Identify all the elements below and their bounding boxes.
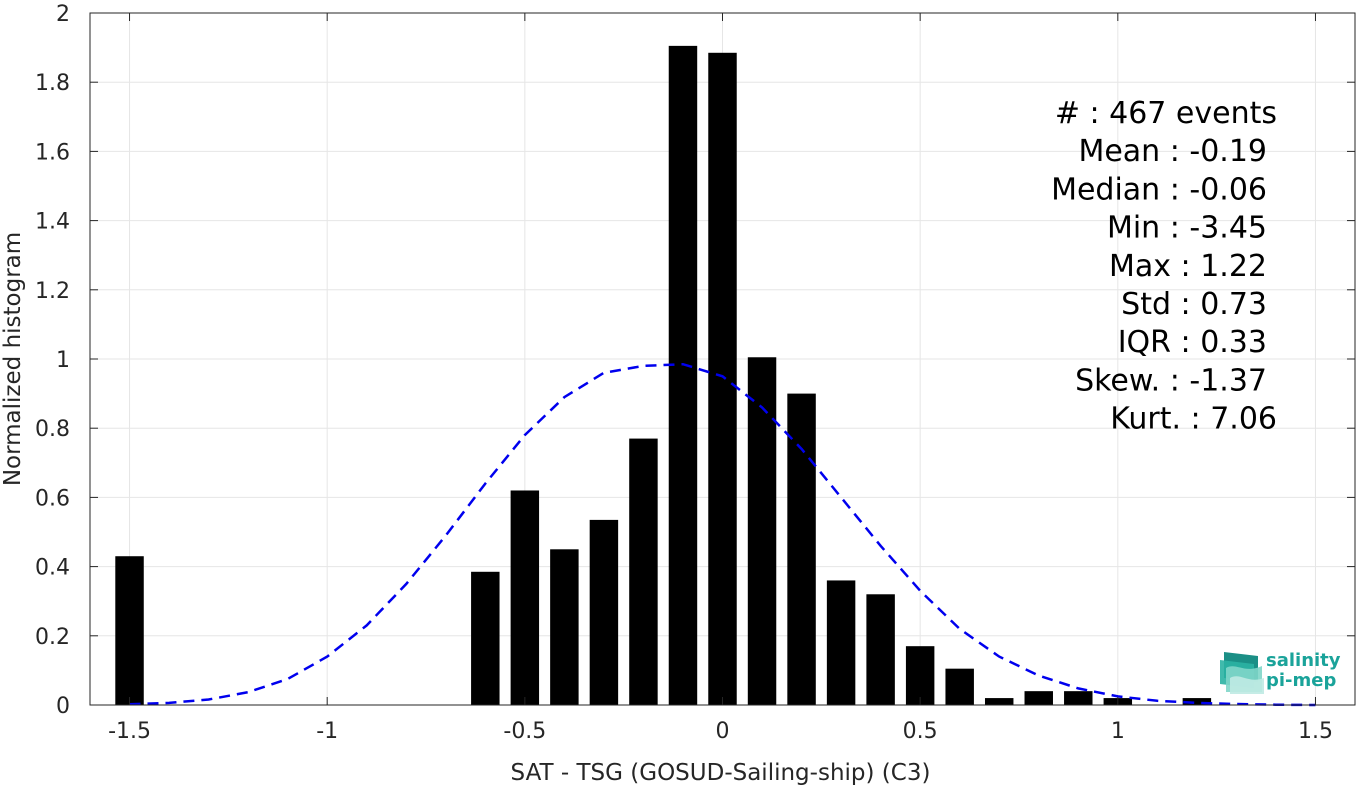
bars: [115, 45, 1212, 706]
wave-layers-icon: [1220, 652, 1264, 694]
histogram-bar: [115, 556, 144, 705]
logo-line-1: salinity: [1266, 650, 1341, 671]
y-tick-label: 0.2: [35, 625, 70, 650]
stats-line: Skew. : -1.37: [1075, 363, 1267, 398]
y-tick-label: 1.4: [35, 210, 70, 235]
x-tick-label: -1.5: [108, 719, 151, 744]
y-tick-label: 0: [56, 694, 70, 719]
y-tick-label: 0.4: [35, 556, 70, 581]
salinity-pi-mep-logo: salinity pi-mep: [1220, 650, 1341, 694]
y-tick-label: 0.8: [35, 417, 70, 442]
y-tick-label: 2: [56, 2, 70, 27]
histogram-bar: [510, 490, 540, 705]
x-tick-label: -0.5: [503, 719, 546, 744]
histogram-bar: [1064, 691, 1093, 705]
x-tick-label: -1: [316, 719, 338, 744]
x-axis-label: SAT - TSG (GOSUD-Sailing-ship) (C3): [511, 760, 931, 786]
stats-line: Min : -3.45: [1107, 211, 1267, 246]
histogram-bar: [708, 52, 737, 706]
y-tick-label: 1: [56, 348, 70, 373]
histogram-bar: [984, 698, 1014, 705]
histogram-bar: [866, 594, 895, 705]
histogram-bar: [826, 580, 856, 705]
stats-line: Std : 0.73: [1121, 287, 1267, 322]
histogram-bar: [945, 668, 974, 705]
stats-line: IQR : 0.33: [1118, 325, 1267, 360]
histogram-bar: [550, 549, 579, 705]
stats-line: Max : 1.22: [1109, 249, 1267, 284]
y-tick-label: 1.6: [35, 140, 70, 165]
x-tick-label: 1.5: [1298, 719, 1333, 744]
normal-fit-curve: [129, 362, 1316, 707]
y-tick-label: 0.6: [35, 486, 70, 511]
histogram-bar: [471, 571, 500, 705]
stats-line: Median : -0.06: [1051, 172, 1267, 207]
x-tick-label: 0.5: [903, 719, 938, 744]
histogram-bar: [787, 393, 816, 705]
x-axis-ticks: -1.5 -1 -0.5 0 0.5 1 1.5: [108, 13, 1333, 744]
histogram-bar: [1024, 691, 1053, 705]
histogram-bar: [1182, 698, 1212, 705]
x-tick-label: 0: [716, 719, 730, 744]
stats-line: # : 467 events: [1055, 96, 1277, 131]
y-tick-label: 1.2: [35, 279, 70, 304]
y-tick-label: 1.8: [35, 71, 70, 96]
histogram-bar: [629, 438, 658, 705]
y-axis-ticks: 0 0.2 0.4 0.6 0.8 1 1.2 1.4 1.6 1.8 2: [35, 2, 1355, 719]
stats-line: Mean : -0.19: [1078, 134, 1267, 169]
y-axis-label: Normalized histogram: [0, 232, 26, 486]
histogram-bar: [668, 45, 698, 706]
stats-line: Kurt. : 7.06: [1110, 402, 1277, 437]
histogram-bar: [589, 519, 619, 705]
x-tick-label: 1: [1111, 719, 1125, 744]
histogram-bar: [905, 646, 935, 705]
logo-line-2: pi-mep: [1266, 670, 1336, 691]
histogram-bar: [747, 357, 777, 705]
